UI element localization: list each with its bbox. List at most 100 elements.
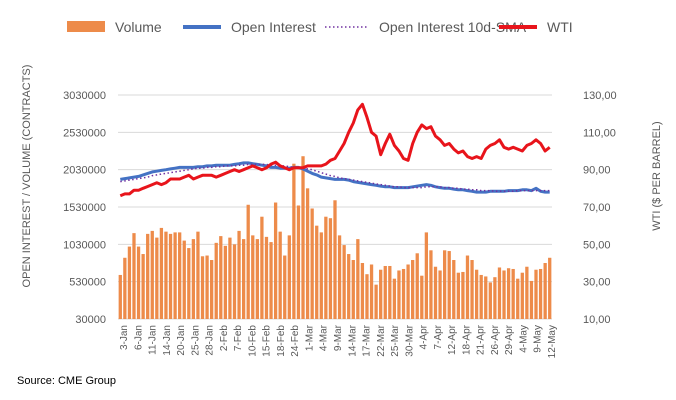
x-tick-label: 4-Apr xyxy=(419,324,430,349)
volume-bar xyxy=(356,239,360,319)
volume-bar xyxy=(315,225,319,319)
legend-item: Open Interest 10d-SMA xyxy=(325,19,527,35)
x-tick-label: 12-Apr xyxy=(447,324,458,355)
x-tick-label: 26-Apr xyxy=(490,324,501,355)
legend-label: Open Interest 10d-SMA xyxy=(379,19,527,35)
x-tick-label: 18-Apr xyxy=(461,324,472,355)
x-tick-label: 15-Feb xyxy=(262,325,273,357)
wti-line xyxy=(119,102,551,198)
volume-bar xyxy=(196,231,200,319)
left-tick-label: 30000 xyxy=(75,314,106,326)
right-tick-label: 90,00 xyxy=(583,165,611,177)
x-tick-label: 29-Apr xyxy=(504,324,515,355)
volume-bar xyxy=(118,274,122,319)
volume-bar xyxy=(369,264,374,319)
x-tick-label: 9-May xyxy=(533,325,544,353)
x-tick-label: 9-Mar xyxy=(333,324,344,351)
volume-bar xyxy=(127,246,132,319)
left-tick-label: 2030000 xyxy=(63,165,106,177)
volume-bar xyxy=(488,282,492,319)
volume-bar xyxy=(529,280,534,319)
volume-bar xyxy=(310,208,314,319)
volume-bar xyxy=(191,239,196,319)
volume-bar xyxy=(328,218,333,319)
legend-label: WTI xyxy=(547,19,573,35)
volume-bar xyxy=(470,260,474,319)
right-tick-label: 10,00 xyxy=(583,314,611,326)
legend-label: Volume xyxy=(115,19,162,35)
right-tick-label: 70,00 xyxy=(583,202,611,214)
volume-bar xyxy=(205,255,209,319)
volume-bar xyxy=(392,278,397,319)
x-tick-label: 20-Jan xyxy=(176,325,187,356)
x-tick-label: 30-Mar xyxy=(404,324,415,356)
volume-bar xyxy=(278,231,282,319)
volume-bar xyxy=(484,276,488,319)
series-lines xyxy=(119,102,551,198)
right-tick-label: 110,00 xyxy=(583,127,616,139)
volume-bar xyxy=(237,230,241,319)
volume-bar xyxy=(365,274,369,319)
right-axis-label: WTI ($ PER BARREL) xyxy=(651,121,663,230)
volume-bar xyxy=(429,250,433,319)
volume-bar xyxy=(516,278,520,319)
volume-bar xyxy=(351,260,355,319)
volume-bar xyxy=(146,233,150,319)
right-tick-label: 30,00 xyxy=(583,277,611,289)
left-axis-ticks: 3030000 2530000 2030000 1530000 1030000 53000… xyxy=(63,90,106,326)
volume-bar xyxy=(123,257,127,319)
volume-bar xyxy=(397,270,401,319)
volume-bar xyxy=(251,235,255,319)
volume-bar xyxy=(178,232,182,319)
legend-label: Open Interest xyxy=(231,19,316,35)
volume-bar xyxy=(241,239,246,319)
volume-bar xyxy=(497,267,502,319)
x-axis-ticks: 3-Jan 6-Jan 11-Jan 14-Jan 20-Jan 25-Jan 28-Jan… xyxy=(119,324,558,358)
volume-bar xyxy=(292,163,296,319)
volume-bar xyxy=(442,250,447,319)
volume-bar xyxy=(136,246,141,319)
volume-bar xyxy=(433,266,438,319)
x-tick-label: 11-Jan xyxy=(148,325,159,355)
volume-bar xyxy=(388,265,392,319)
volume-bar xyxy=(159,227,164,319)
left-tick-label: 530000 xyxy=(69,277,106,289)
x-tick-label: 3-Jan xyxy=(119,325,130,350)
volume-bar xyxy=(333,200,337,319)
volume-bar xyxy=(228,237,232,319)
volume-bar xyxy=(305,188,310,319)
volume-bar xyxy=(374,284,378,319)
x-tick-label: 25-Mar xyxy=(390,324,401,356)
volume-bar xyxy=(269,242,273,319)
x-tick-label: 4-May xyxy=(519,325,530,353)
volume-bar xyxy=(406,264,410,319)
volume-bar xyxy=(342,245,346,319)
volume-bar xyxy=(324,216,328,319)
source-note: Source: CME Group xyxy=(17,375,117,387)
volume-bar xyxy=(401,268,406,319)
left-tick-label: 2530000 xyxy=(63,127,106,139)
volume-bar xyxy=(479,274,483,319)
volume-bar xyxy=(465,255,470,319)
volume-bar xyxy=(255,239,259,319)
x-tick-label: 25-Jan xyxy=(190,325,201,356)
volume-bar xyxy=(411,260,415,319)
volume-bars xyxy=(118,156,552,319)
x-tick-label: 17-Mar xyxy=(362,324,373,356)
volume-bar xyxy=(456,272,460,319)
volume-bar xyxy=(420,275,424,319)
volume-bar xyxy=(219,236,223,319)
x-tick-label: 10-Feb xyxy=(247,325,258,357)
x-tick-label: 28-Jan xyxy=(205,325,216,356)
volume-bar xyxy=(319,232,323,319)
volume-bar xyxy=(296,205,301,319)
x-tick-label: 18-Feb xyxy=(276,325,287,357)
volume-bar xyxy=(287,235,291,319)
volume-bar xyxy=(182,240,186,319)
legend-item: Open Interest xyxy=(183,19,316,35)
volume-bar xyxy=(283,255,287,319)
volume-bar xyxy=(511,268,515,319)
volume-bar xyxy=(141,254,145,319)
volume-bar xyxy=(150,230,154,319)
